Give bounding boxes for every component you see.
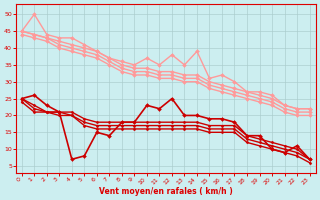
X-axis label: Vent moyen/en rafales ( km/h ): Vent moyen/en rafales ( km/h ) xyxy=(99,187,233,196)
